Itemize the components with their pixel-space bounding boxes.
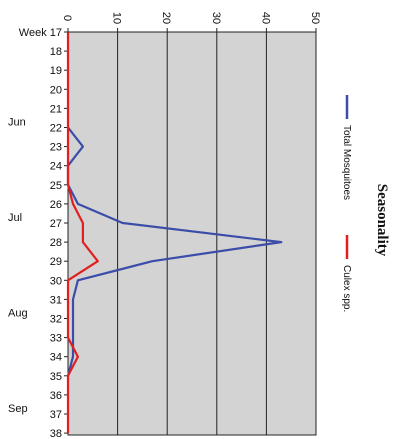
week-tick-label: 22 — [50, 123, 62, 135]
legend: Total Mosquitoes Culex spp. — [341, 95, 352, 312]
week-tick-label: 35 — [50, 371, 62, 383]
week-tick-label: 28 — [50, 237, 62, 249]
month-label: Sep — [8, 403, 28, 415]
chart-title: Seasonality — [374, 184, 390, 257]
week-tick-label: 23 — [50, 142, 62, 154]
value-tick-label: 0 — [61, 15, 73, 21]
week-tick-label: 26 — [50, 199, 62, 211]
week-tick-label: 27 — [50, 218, 62, 230]
value-tick-label: 40 — [259, 12, 271, 24]
value-tick-label: 10 — [111, 12, 123, 24]
week-tick-label: 24 — [50, 161, 62, 173]
month-label: Aug — [8, 308, 28, 320]
plot-area — [67, 31, 317, 436]
week-tick-label: 29 — [50, 256, 62, 268]
series-line — [66, 32, 99, 434]
week-tick-label: 38 — [50, 428, 62, 439]
legend-label: Total Mosquitoes — [341, 125, 352, 200]
legend-label: Culex spp. — [341, 265, 352, 312]
month-label: Jun — [8, 117, 26, 129]
week-tick-label: 37 — [50, 409, 62, 421]
week-tick-label: 31 — [50, 294, 62, 306]
week-tick-label: 21 — [50, 103, 62, 115]
week-tick-label: 25 — [50, 180, 62, 192]
month-labels: Jun Jul Aug Sep — [8, 117, 28, 416]
value-tick-label: 20 — [160, 12, 172, 24]
week-tick-label: 33 — [50, 333, 62, 345]
value-tick-label: 30 — [210, 12, 222, 24]
week-axis-labels: Week 17 18 19 20 21 22 23 24 25 26 27 28 29 30 31 32 33 3… — [19, 27, 68, 439]
week-tick-label: 34 — [50, 352, 62, 364]
week-tick-label: 20 — [50, 84, 62, 96]
week-tick-label: 30 — [50, 275, 62, 287]
week-tick-label: Week 17 — [19, 27, 62, 39]
week-tick-label: 19 — [50, 65, 62, 77]
week-tick-label: 18 — [50, 46, 62, 58]
series-lines — [66, 32, 283, 434]
value-tick-label: 50 — [309, 12, 321, 24]
value-axis-ticks: 0 10 20 30 40 50 — [61, 12, 321, 32]
month-label: Jul — [8, 212, 22, 224]
week-tick-label: 32 — [50, 314, 62, 326]
week-tick-label: 36 — [50, 390, 62, 402]
